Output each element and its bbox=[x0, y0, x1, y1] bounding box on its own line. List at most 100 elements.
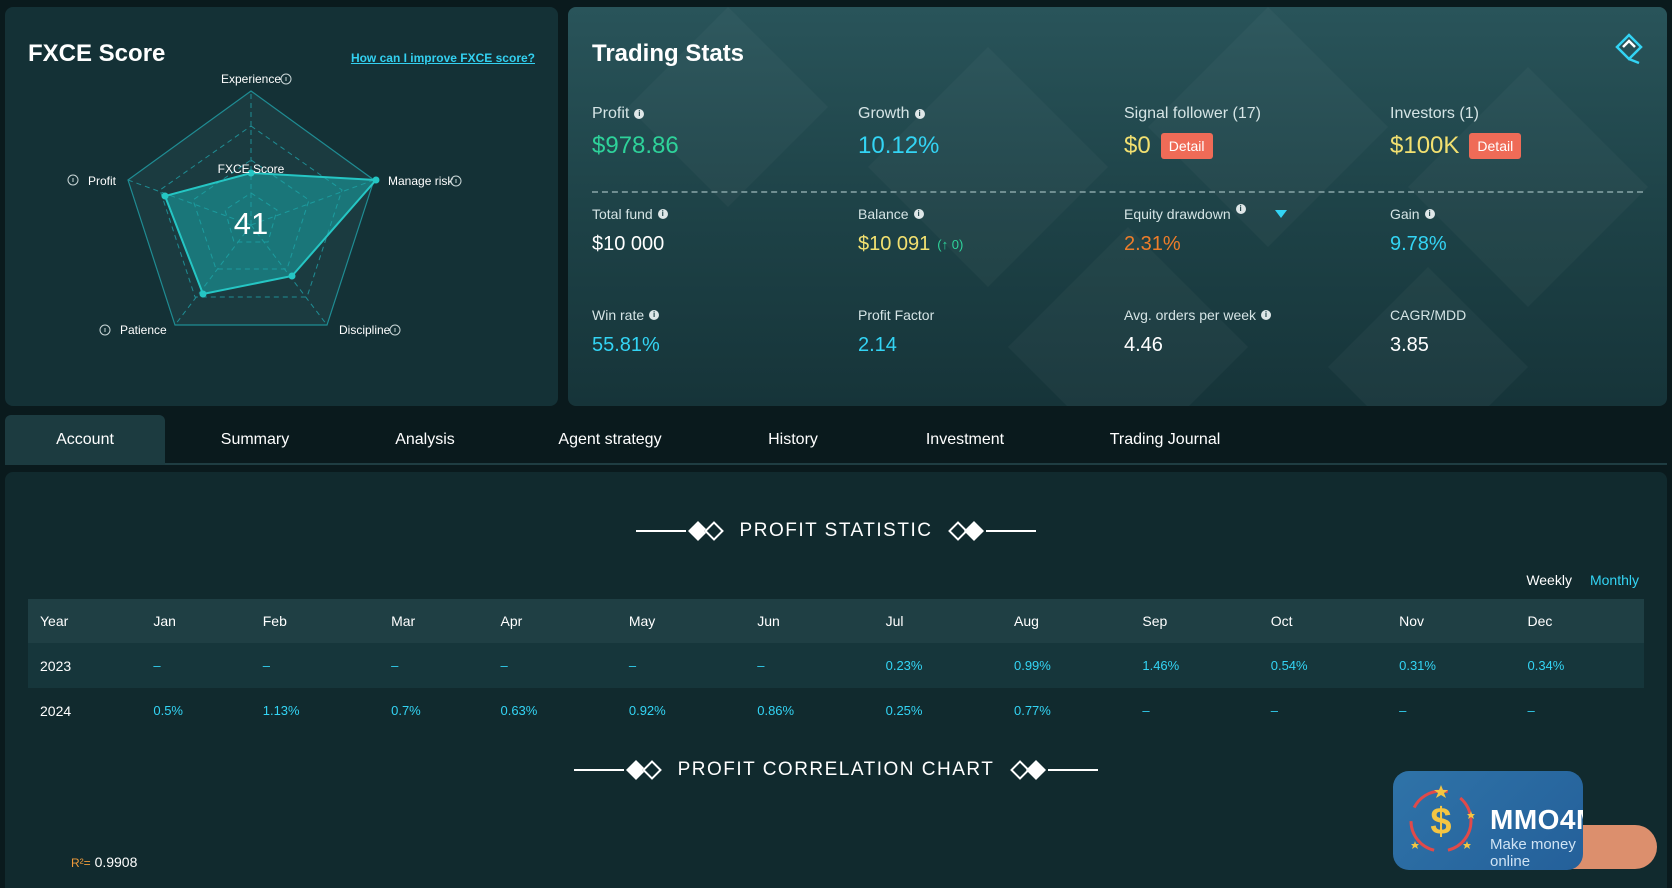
tab-history[interactable]: History bbox=[768, 431, 818, 448]
stat-investors-value: $100K bbox=[1390, 132, 1460, 159]
axis-label-patience: Patience bbox=[120, 323, 167, 337]
col-header: Jan bbox=[141, 599, 251, 643]
col-header: Sep bbox=[1130, 599, 1259, 643]
month-cell: 0.34% bbox=[1515, 643, 1644, 688]
profit-statistic-title: PROFIT STATISTIC bbox=[739, 520, 933, 541]
month-cell: 0.63% bbox=[488, 688, 617, 733]
profit-correlation-title: PROFIT CORRELATION CHART bbox=[677, 759, 995, 780]
stat-equity-drawdown: Equity drawdown i 2.31% bbox=[1124, 204, 1287, 256]
stat-equity-drawdown-value: 2.31% bbox=[1124, 233, 1181, 255]
period-toggle: Weekly Monthly bbox=[1526, 572, 1639, 588]
profit-statistic-table: Year Jan Feb Mar Apr May Jun Jul Aug Sep… bbox=[28, 599, 1644, 733]
month-cell: 1.46% bbox=[1130, 643, 1259, 688]
profit-correlation-heading: PROFIT CORRELATION CHART bbox=[5, 759, 1667, 781]
stat-win-rate: Win rate i 55.81% bbox=[592, 307, 660, 357]
stat-growth-value: 10.12% bbox=[858, 132, 940, 159]
tab-bar: Account Summary Analysis Agent strategy … bbox=[5, 415, 1667, 465]
month-cell: – bbox=[745, 643, 874, 688]
stat-signal-label: Signal follower (17) bbox=[1124, 105, 1261, 122]
caret-down-icon[interactable] bbox=[1274, 210, 1287, 218]
stat-balance: Balance i $10 091 (↑ 0) bbox=[858, 206, 963, 256]
trading-stats-card: Trading Stats Profit i $978.86 Growth i 10… bbox=[568, 7, 1667, 406]
monthly-toggle[interactable]: Monthly bbox=[1589, 572, 1639, 588]
stats-card-title: Trading Stats bbox=[592, 40, 745, 67]
info-icon[interactable]: i bbox=[634, 109, 645, 119]
month-cell: 0.77% bbox=[1001, 688, 1131, 733]
stat-avg-orders: Avg. orders per week i 4.46 bbox=[1124, 307, 1272, 357]
col-header: Jun bbox=[745, 599, 874, 643]
month-cell: 0.54% bbox=[1258, 643, 1388, 688]
stat-profit-label: Profit bbox=[592, 105, 630, 122]
weekly-toggle[interactable]: Weekly bbox=[1526, 572, 1572, 588]
r-squared-value: 0.9908 bbox=[94, 854, 138, 870]
info-icon[interactable]: i bbox=[914, 109, 925, 119]
profit-statistic-heading: PROFIT STATISTIC bbox=[5, 520, 1667, 542]
month-cell: – bbox=[250, 643, 380, 688]
fxce-score-card: FXCE Score How can I improve FXCE score?… bbox=[5, 7, 558, 406]
tab-analysis[interactable]: Analysis bbox=[395, 431, 455, 448]
stat-equity-drawdown-label: Equity drawdown bbox=[1124, 206, 1231, 222]
table-row: 2024 0.5% 1.13% 0.7% 0.63% 0.92% 0.86% 0… bbox=[28, 688, 1644, 733]
col-header: Aug bbox=[1001, 599, 1131, 643]
year-cell: 2023 bbox=[28, 643, 142, 688]
info-icon[interactable]: i bbox=[649, 310, 660, 320]
stats-divider bbox=[592, 191, 1643, 193]
table-row: 2023 – – – – – – 0.23% 0.99% 1.46% 0.54%… bbox=[28, 643, 1644, 688]
month-cell: – bbox=[1258, 688, 1388, 733]
table-header-row: Year Jan Feb Mar Apr May Jun Jul Aug Sep… bbox=[28, 599, 1644, 643]
month-cell: 0.99% bbox=[1001, 643, 1131, 688]
fxce-logo-icon bbox=[1615, 33, 1643, 65]
month-cell: – bbox=[141, 643, 251, 688]
stat-avg-orders-value: 4.46 bbox=[1124, 334, 1163, 356]
col-header: Oct bbox=[1258, 599, 1388, 643]
stat-cagr-mdd: CAGR/MDD 3.85 bbox=[1390, 307, 1466, 357]
stat-gain-label: Gain bbox=[1390, 206, 1420, 222]
tab-summary[interactable]: Summary bbox=[220, 431, 290, 448]
info-icon[interactable]: i bbox=[657, 209, 668, 219]
stat-growth: Growth i 10.12% bbox=[858, 105, 939, 160]
stat-win-rate-value: 55.81% bbox=[592, 334, 660, 356]
info-icon[interactable]: i bbox=[1261, 310, 1272, 320]
tab-investment[interactable]: Investment bbox=[925, 431, 1005, 448]
month-cell: – bbox=[616, 643, 746, 688]
info-icon[interactable]: i bbox=[913, 209, 924, 219]
axis-label-manage-risk: Manage risk bbox=[388, 174, 454, 188]
improve-score-link[interactable]: How can I improve FXCE score? bbox=[350, 51, 535, 65]
stat-total-fund-value: $10 000 bbox=[592, 233, 665, 255]
stat-investors-label: Investors (1) bbox=[1390, 105, 1479, 122]
investors-detail-button[interactable]: Detail bbox=[1469, 133, 1522, 159]
axis-label-profit: Profit bbox=[88, 174, 117, 188]
tab-trading-journal[interactable]: Trading Journal bbox=[1109, 431, 1221, 448]
tab-agent-strategy[interactable]: Agent strategy bbox=[558, 431, 662, 448]
col-header: Nov bbox=[1387, 599, 1516, 643]
stat-win-rate-label: Win rate bbox=[592, 307, 645, 323]
score-card-title: FXCE Score bbox=[28, 40, 166, 67]
axis-info-icons bbox=[67, 73, 462, 336]
stat-total-fund: Total fund i $10 000 bbox=[592, 206, 668, 256]
r-squared-label: R²= bbox=[71, 856, 91, 870]
info-icon bbox=[450, 175, 462, 187]
diamond-ornament-icon bbox=[948, 521, 985, 541]
stat-total-fund-label: Total fund bbox=[592, 206, 653, 222]
info-icon bbox=[67, 174, 79, 186]
watermark-name: MMO4ME bbox=[1490, 804, 1583, 835]
month-cell: 0.92% bbox=[616, 688, 746, 733]
radar-value-area bbox=[163, 171, 379, 296]
col-header: Dec bbox=[1515, 599, 1644, 643]
month-cell: 0.7% bbox=[379, 688, 489, 733]
col-header: Year bbox=[28, 599, 142, 643]
watermark-tagline: Make money online bbox=[1490, 836, 1576, 870]
stat-cagr-mdd-label: CAGR/MDD bbox=[1390, 307, 1467, 323]
stat-growth-label: Growth bbox=[858, 105, 910, 122]
col-header: May bbox=[616, 599, 746, 643]
info-icon[interactable]: i bbox=[1235, 204, 1246, 214]
col-header: Feb bbox=[250, 599, 380, 643]
col-header: Apr bbox=[488, 599, 617, 643]
mmo4me-watermark: $ MMO4ME Make money online bbox=[1393, 771, 1583, 870]
info-icon[interactable]: i bbox=[1424, 209, 1435, 219]
signal-detail-button[interactable]: Detail bbox=[1160, 133, 1213, 159]
stat-signal-value: $0 bbox=[1124, 132, 1151, 159]
stat-balance-value: $10 091 bbox=[858, 233, 931, 255]
month-cell: – bbox=[1387, 688, 1516, 733]
tab-account[interactable]: Account bbox=[5, 415, 165, 465]
